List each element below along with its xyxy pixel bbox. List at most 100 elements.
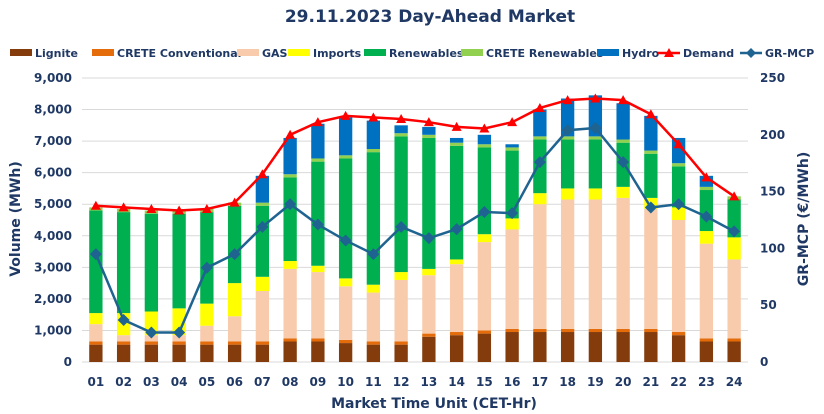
point-gr-mcp <box>395 220 408 233</box>
bar-crete-renewables <box>588 136 603 140</box>
bar-gas <box>727 259 741 339</box>
bar-gas <box>616 197 630 329</box>
bar-crete-renewables <box>505 147 519 151</box>
y-tick-label: 4,000 <box>34 229 72 243</box>
point-gr-mcp <box>117 313 130 326</box>
bar-gas <box>89 324 103 342</box>
point-gr-mcp <box>339 234 352 247</box>
x-tick-label: 22 <box>670 375 687 389</box>
bar-hydro <box>366 120 381 149</box>
y-tick-label: 8,000 <box>34 103 72 117</box>
point-demand <box>451 121 462 131</box>
bars <box>89 95 741 362</box>
bar-lignite <box>255 344 270 362</box>
bar-lignite <box>311 341 325 362</box>
bar-crete-conventional <box>477 330 492 334</box>
bar-gas <box>116 335 131 342</box>
point-demand <box>729 191 740 201</box>
legend-label: CRETE Renewables <box>486 47 604 60</box>
legend-marker <box>664 48 674 57</box>
bar-crete-conventional <box>616 328 630 333</box>
bar-gas <box>394 279 408 342</box>
point-gr-mcp <box>450 223 463 236</box>
bar-renewables <box>727 199 741 238</box>
legend-item: CRETE Conventional <box>92 47 241 60</box>
bar-imports <box>89 313 103 325</box>
bar-lignite <box>116 344 131 362</box>
bar-lignite <box>89 344 103 362</box>
bar-lignite <box>727 341 741 362</box>
bar-hydro <box>477 134 492 145</box>
bar-gas <box>560 199 575 329</box>
bar-imports <box>338 278 353 287</box>
bar-renewables <box>449 145 464 260</box>
y2-axis-label: GR-MCP (€/MWh) <box>796 152 812 286</box>
bar-crete-renewables <box>311 158 325 162</box>
bar-renewables <box>283 177 297 262</box>
legend-item: Imports <box>288 47 362 60</box>
bar-crete-conventional <box>699 338 714 342</box>
bar-renewables <box>366 152 381 285</box>
bar-imports <box>200 303 214 326</box>
bar-crete-renewables <box>699 186 714 191</box>
line-gr-mcp <box>94 126 735 334</box>
y2-tick-label: 150 <box>760 185 785 199</box>
bar-crete-renewables <box>560 136 575 140</box>
bar-lignite <box>366 344 381 362</box>
point-gr-mcp <box>256 220 269 233</box>
legend-item: Hydro <box>597 47 660 60</box>
point-gr-mcp <box>644 201 657 214</box>
bar-gas <box>671 220 686 333</box>
point-demand <box>201 203 212 213</box>
point-demand <box>590 93 601 103</box>
x-tick-label: 03 <box>143 375 160 389</box>
bar-crete-conventional <box>588 328 603 333</box>
bar-renewables <box>644 153 658 198</box>
bar-imports <box>727 237 741 260</box>
bar-crete-renewables <box>449 142 464 146</box>
point-demand <box>396 114 407 124</box>
bar-renewables <box>477 147 492 235</box>
bar-lignite <box>533 332 547 362</box>
y-axis-ticks: 0 1,000 2,000 3,000 4,000 5,000 6,000 7,000 8,00… <box>34 71 72 369</box>
point-demand <box>479 123 490 133</box>
legend-label: CRETE Conventional <box>117 47 241 60</box>
legend-swatch <box>288 49 310 56</box>
point-demand <box>285 129 296 139</box>
bar-crete-conventional <box>89 341 103 345</box>
x-axis-label: Market Time Unit (CET-Hr) <box>331 396 537 412</box>
bar-renewables <box>144 213 159 312</box>
x-tick-label: 01 <box>88 375 105 389</box>
bar-lignite <box>283 341 297 362</box>
x-tick-label: 13 <box>421 375 438 389</box>
bar-lignite <box>505 332 519 362</box>
bar-hydro <box>644 115 658 151</box>
legend-marker <box>746 48 756 58</box>
legend-item: Demand <box>658 47 734 60</box>
legend-label: Imports <box>313 47 362 60</box>
bar-lignite <box>338 343 353 362</box>
x-tick-label: 11 <box>365 375 382 389</box>
legend-label: Renewables <box>389 47 464 60</box>
y-tick-label: 0 <box>64 355 72 369</box>
y2-tick-label: 200 <box>760 128 785 142</box>
bar-hydro <box>449 137 464 143</box>
bar-crete-renewables <box>366 149 381 153</box>
x-tick-label: 23 <box>698 375 715 389</box>
bar-imports <box>366 284 381 293</box>
legend-item: Lignite <box>10 47 78 60</box>
bar-lignite <box>644 332 658 362</box>
point-demand <box>174 205 185 215</box>
point-demand <box>257 169 268 179</box>
bar-lignite <box>172 344 186 362</box>
point-gr-mcp <box>589 121 602 134</box>
bar-gas <box>200 325 214 342</box>
y-tick-label: 9,000 <box>34 71 72 85</box>
point-demand <box>90 200 101 210</box>
point-gr-mcp <box>228 248 241 261</box>
legend-swatch <box>237 49 259 56</box>
bar-crete-renewables <box>422 134 436 138</box>
bar-gas <box>699 243 714 339</box>
x-tick-label: 14 <box>448 375 465 389</box>
